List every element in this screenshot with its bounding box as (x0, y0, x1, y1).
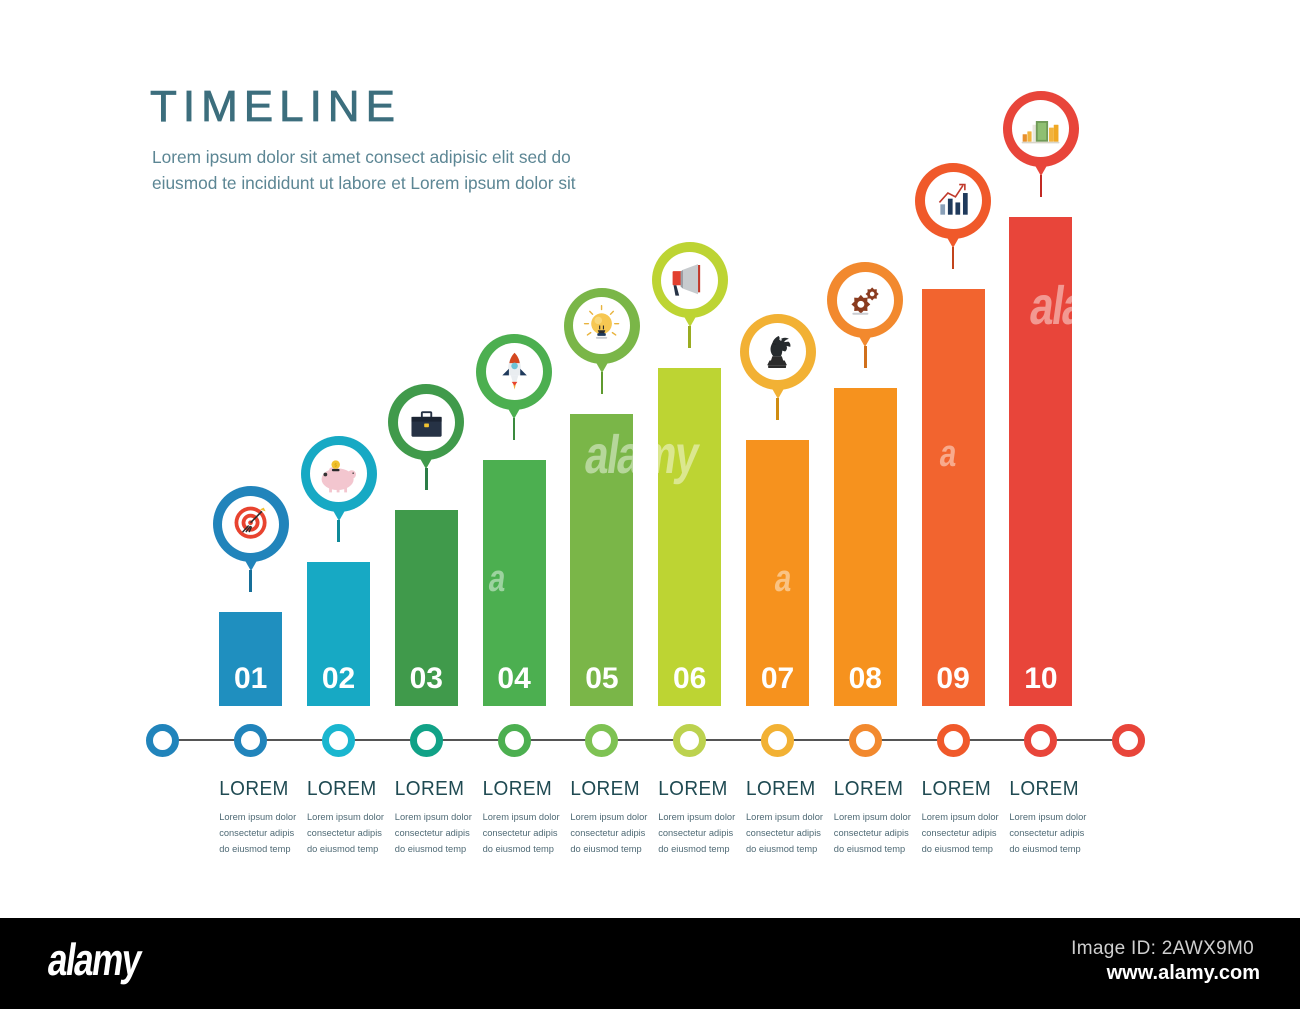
svg-text:$: $ (334, 462, 337, 467)
